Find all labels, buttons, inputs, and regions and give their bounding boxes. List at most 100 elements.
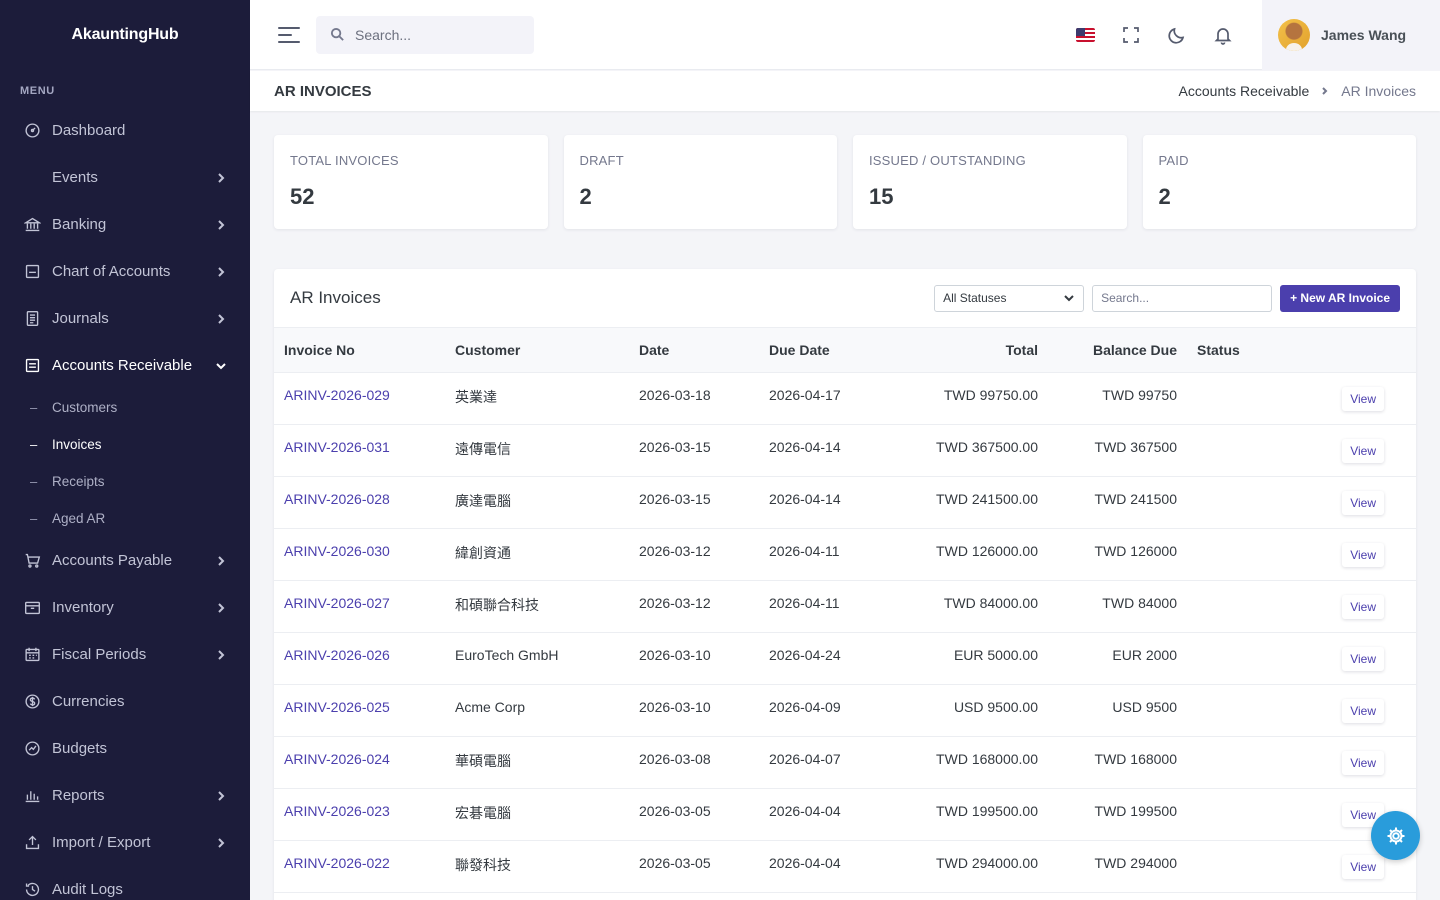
history-icon: [24, 881, 41, 898]
total-cell: TWD 126000.00: [883, 528, 1048, 581]
top-search-input[interactable]: [355, 26, 515, 43]
sidebar-item-banking[interactable]: Banking: [0, 201, 250, 248]
sidebar-item-journals[interactable]: Journals: [0, 295, 250, 342]
table-row[interactable]: ARINV-2026-028 廣達電腦 2026-03-15 2026-04-14 TW…: [274, 476, 1416, 529]
menu-toggle-icon[interactable]: [278, 26, 300, 43]
column-header-status[interactable]: Status: [1187, 328, 1307, 373]
balance-due-cell: EUR 2000: [1048, 632, 1187, 685]
chevron-right-icon: [216, 313, 226, 324]
table-row[interactable]: ARINV-2026-027 和碩聯合科技 2026-03-12 2026-04-11…: [274, 580, 1416, 633]
view-button[interactable]: View: [1342, 750, 1384, 775]
page-title: AR INVOICES: [274, 82, 372, 100]
view-button[interactable]: View: [1342, 698, 1384, 723]
sidebar-item-label: Currencies: [52, 693, 125, 710]
ledger-icon: [24, 263, 41, 280]
top-search-box[interactable]: [316, 15, 534, 54]
sidebar-item-accounts-receivable[interactable]: Accounts Receivable: [0, 342, 250, 389]
invoice-no-cell: ARINV-2026-031: [274, 424, 445, 477]
total-cell: TWD 367500.00: [883, 424, 1048, 477]
column-header-invoice-no[interactable]: Invoice No: [274, 328, 445, 373]
table-row[interactable]: ARINV-2026-023 宏碁電腦 2026-03-05 2026-04-04 TW…: [274, 788, 1416, 841]
sidebar-item-label: Accounts Receivable: [52, 357, 193, 374]
sidebar-item-budgets[interactable]: Budgets: [0, 725, 250, 772]
language-flag-button[interactable]: [1062, 0, 1108, 70]
sidebar-subitem-receipts[interactable]: – Receipts: [30, 474, 105, 489]
sidebar-item-label: Import / Export: [52, 834, 151, 851]
invoice-link[interactable]: ARINV-2026-026: [284, 646, 390, 663]
total-cell: TWD 199500.00: [883, 788, 1048, 841]
view-button[interactable]: View: [1342, 854, 1384, 879]
stat-label: PAID: [1158, 153, 1189, 168]
status-filter-select[interactable]: All Statuses: [934, 284, 1085, 312]
sidebar-item-reports[interactable]: Reports: [0, 772, 250, 819]
table-header-row: Invoice No Customer Date Due Date Total …: [274, 328, 1416, 373]
sidebar-item-label: Accounts Payable: [52, 552, 173, 569]
inventory-icon: [24, 599, 41, 616]
avatar: [1278, 18, 1310, 51]
status-cell: [1187, 580, 1307, 633]
balance-due-cell: TWD 84000: [1048, 580, 1187, 633]
invoice-link[interactable]: ARINV-2026-027: [284, 594, 390, 611]
invoice-link[interactable]: ARINV-2026-022: [284, 854, 390, 871]
sidebar-item-audit-logs[interactable]: Audit Logs: [0, 866, 250, 900]
column-header-total[interactable]: Total: [883, 328, 1048, 373]
customer-cell: 聯發科技: [445, 840, 629, 893]
invoice-link[interactable]: ARINV-2026-029: [284, 386, 390, 403]
dark-mode-button[interactable]: [1154, 0, 1200, 70]
stat-value: 2: [579, 184, 592, 209]
notifications-button[interactable]: [1200, 0, 1246, 70]
table-row[interactable]: ARINV-2026-026 EuroTech GmbH 2026-03-10 202…: [274, 632, 1416, 685]
chevron-right-icon: [216, 219, 226, 230]
cart-icon: [24, 552, 41, 569]
view-button[interactable]: View: [1342, 386, 1384, 411]
ar-invoices-card: AR Invoices All Statuses + New AR Invoic…: [274, 269, 1416, 900]
sidebar-item-fiscal-periods[interactable]: Fiscal Periods: [0, 631, 250, 678]
table-row[interactable]: ARINV-2026-022 聯發科技 2026-03-05 2026-04-04 TW…: [274, 840, 1416, 893]
new-ar-invoice-button[interactable]: + New AR Invoice: [1280, 284, 1400, 312]
status-cell: [1187, 372, 1307, 425]
sidebar-item-chart-of-accounts[interactable]: Chart of Accounts: [0, 248, 250, 295]
table-row[interactable]: ARINV-2026-029 英業達 2026-03-18 2026-04-17 TWD…: [274, 372, 1416, 425]
invoice-link[interactable]: ARINV-2026-028: [284, 490, 390, 507]
sidebar-subitem-invoices[interactable]: – Invoices: [30, 437, 102, 452]
view-button[interactable]: View: [1342, 646, 1384, 671]
sidebar-item-dashboard[interactable]: Dashboard: [0, 107, 250, 154]
invoice-no-cell: ARINV-2026-024: [274, 736, 445, 789]
sidebar-item-label: Banking: [52, 216, 107, 233]
invoice-link[interactable]: ARINV-2026-030: [284, 542, 390, 559]
sidebar-subitem-customers[interactable]: – Customers: [30, 400, 118, 415]
user-menu[interactable]: James Wang: [1262, 0, 1440, 70]
brand-logo[interactable]: AkauntingHub: [71, 26, 179, 43]
table-row[interactable]: ARINV-2026-030 緯創資通 2026-03-12 2026-04-11 TW…: [274, 528, 1416, 581]
column-header-date[interactable]: Date: [629, 328, 759, 373]
invoice-link[interactable]: ARINV-2026-031: [284, 438, 390, 455]
view-button[interactable]: View: [1342, 542, 1384, 567]
table-search-input[interactable]: [1092, 284, 1273, 312]
column-header-balance-due[interactable]: Balance Due: [1048, 328, 1187, 373]
balance-due-cell: TWD 99750: [1048, 372, 1187, 425]
sidebar-subitem-aged-ar[interactable]: – Aged AR: [30, 511, 106, 526]
view-button[interactable]: View: [1342, 490, 1384, 515]
invoice-link[interactable]: ARINV-2026-024: [284, 750, 390, 767]
column-header-due-date[interactable]: Due Date: [759, 328, 883, 373]
settings-fab[interactable]: [1371, 811, 1420, 860]
sidebar-item-inventory[interactable]: Inventory: [0, 584, 250, 631]
view-button[interactable]: View: [1342, 594, 1384, 619]
sidebar-item-currencies[interactable]: Currencies: [0, 678, 250, 725]
breadcrumb-link-accounts-receivable[interactable]: Accounts Receivable: [1178, 83, 1310, 99]
customer-cell: 廣達電腦: [445, 476, 629, 529]
sidebar-item-accounts-payable[interactable]: Accounts Payable: [0, 537, 250, 584]
table-row[interactable]: ARINV-2026-025 Acme Corp 2026-03-10 2026-04…: [274, 684, 1416, 737]
sidebar-item-events[interactable]: Events: [0, 154, 250, 201]
invoice-link[interactable]: ARINV-2026-023: [284, 802, 390, 819]
status-cell: [1187, 632, 1307, 685]
invoice-link[interactable]: ARINV-2026-025: [284, 698, 390, 715]
date-cell: 2026-03-10: [629, 684, 759, 737]
table-row[interactable]: ARINV-2026-031 遠傳電信 2026-03-15 2026-04-14 TW…: [274, 424, 1416, 477]
sidebar-item-import-export[interactable]: Import / Export: [0, 819, 250, 866]
balance-due-cell: TWD 294000: [1048, 840, 1187, 893]
table-row[interactable]: ARINV-2026-024 華碩電腦 2026-03-08 2026-04-07 TW…: [274, 736, 1416, 789]
column-header-customer[interactable]: Customer: [445, 328, 629, 373]
view-button[interactable]: View: [1342, 438, 1384, 463]
fullscreen-button[interactable]: [1108, 0, 1154, 70]
